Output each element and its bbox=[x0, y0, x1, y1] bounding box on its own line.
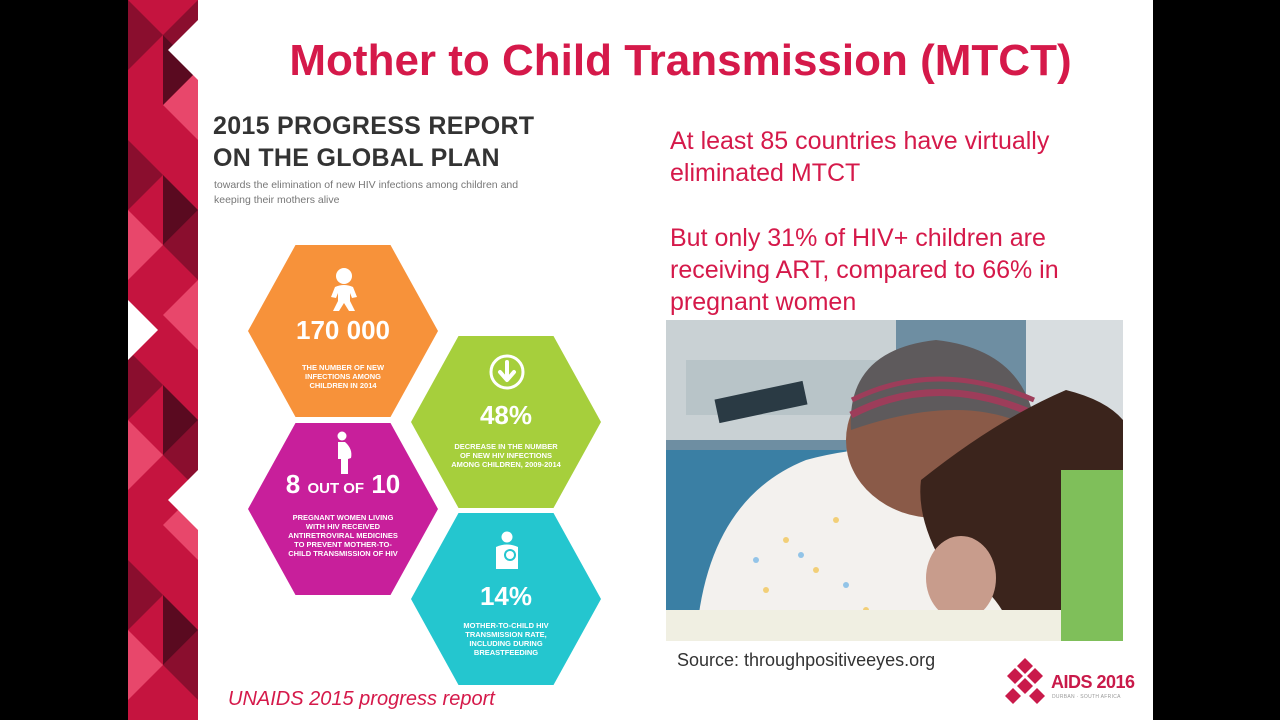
aids-2016-logo: AIDS 2016 DURBAN · SOUTH AFRICA bbox=[1003, 652, 1135, 712]
pregnant-woman-icon bbox=[337, 431, 352, 474]
hexagon-caption: Pregnant women living with HIV received … bbox=[288, 513, 398, 558]
baby-icon bbox=[331, 268, 357, 311]
hexagon-decrease: 48% Decrease in the number of new HIV in… bbox=[411, 336, 601, 508]
down-arrow-icon bbox=[489, 354, 525, 390]
hexagon-caption: Mother-to-child HIV transmission rate, i… bbox=[463, 621, 549, 657]
statistic-countries: At least 85 countries have virtually eli… bbox=[670, 127, 1050, 187]
hexagon-value-part2: OUT OF bbox=[307, 480, 365, 497]
hexagon-transmission-rate: 14% Mother-to-child HIV transmission rat… bbox=[411, 513, 601, 685]
hexagon-caption: The number of new infections among child… bbox=[301, 363, 385, 390]
report-source: UNAIDS 2015 progress report bbox=[228, 688, 495, 710]
hexagon-value-part1: 8 bbox=[285, 469, 301, 499]
report-title: 2015 PROGRESS REPORT ON THE GLOBAL PLAN bbox=[213, 110, 534, 174]
decorative-triangle-stripe bbox=[128, 0, 198, 720]
hexagon-value-part3: 10 bbox=[371, 469, 401, 499]
statistic-children-art: But only 31% of HIV+ children are receiv… bbox=[670, 224, 1059, 316]
report-title-line2: ON THE GLOBAL PLAN bbox=[213, 144, 500, 172]
hexagon-value: 170 000 bbox=[296, 315, 390, 345]
slide: Mother to Child Transmission (MTCT) 2015… bbox=[128, 0, 1153, 720]
slide-title: Mother to Child Transmission (MTCT) bbox=[289, 36, 1072, 85]
photo-source-caption: Source: throughpositiveeyes.org bbox=[677, 650, 936, 670]
logo-text: AIDS 2016 bbox=[1051, 672, 1135, 692]
hexagon-new-infections: 170 000 The number of new infections amo… bbox=[248, 245, 438, 417]
hexagon-value: 48% bbox=[479, 400, 533, 430]
aids-ribbon-icon bbox=[1005, 658, 1045, 704]
hexagon-caption: Decrease in the number of new HIV infect… bbox=[451, 442, 561, 469]
photo-newborn-with-hand bbox=[666, 320, 1123, 641]
mother-child-icon bbox=[496, 531, 518, 569]
hexagon-pregnant-women: 8 OUT OF 10 Pregnant women living with H… bbox=[248, 423, 438, 595]
report-subtitle: towards the elimination of new HIV infec… bbox=[214, 179, 519, 206]
hexagon-value: 14% bbox=[479, 581, 533, 611]
logo-subtext: DURBAN · SOUTH AFRICA bbox=[1052, 694, 1121, 700]
hexagon-value: 8 OUT OF 10 bbox=[248, 469, 438, 500]
report-title-line1: 2015 PROGRESS REPORT bbox=[213, 112, 535, 140]
